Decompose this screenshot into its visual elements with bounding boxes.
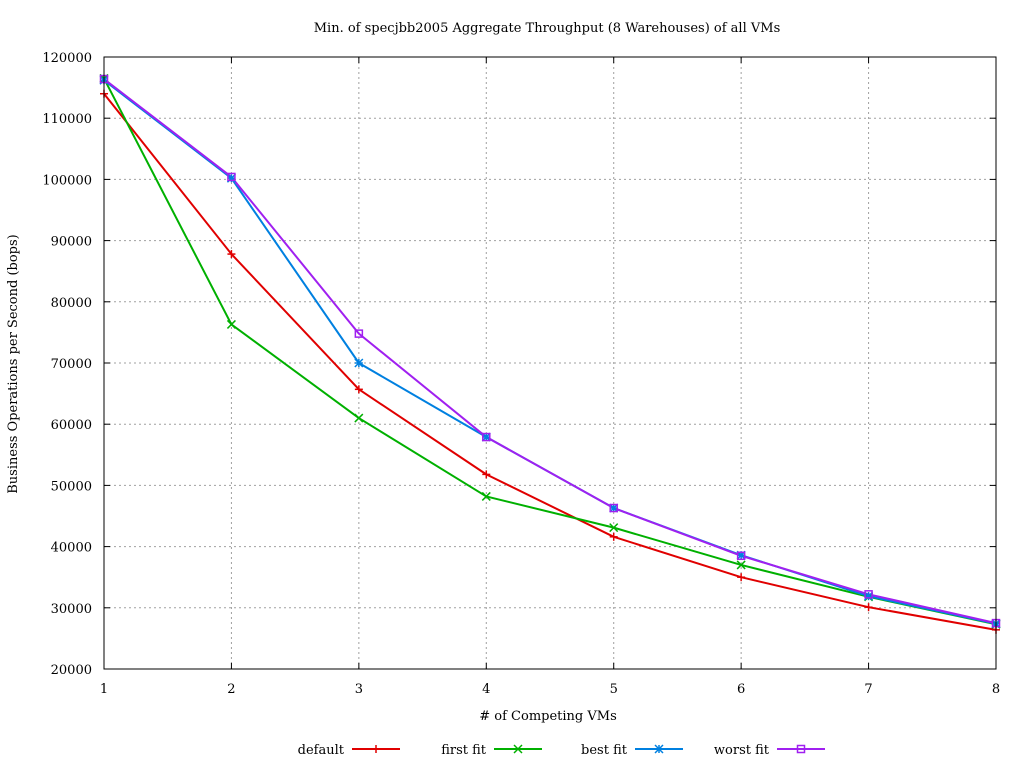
- legend-marker-first-fit: [513, 744, 523, 754]
- data-point-default: [737, 573, 746, 582]
- x-tick-label: 1: [100, 682, 108, 697]
- data-point-default: [227, 250, 236, 259]
- data-point-default: [354, 385, 363, 394]
- x-tick-label: 8: [992, 682, 1000, 697]
- x-tick-label: 6: [737, 682, 745, 697]
- y-tick-label: 70000: [51, 357, 92, 372]
- y-axis-label: Business Operations per Second (bops): [6, 234, 21, 494]
- data-point-first-fit: [736, 560, 746, 570]
- data-point-default: [482, 470, 491, 479]
- legend-marker-best-fit: [654, 744, 664, 754]
- y-tick-label: 100000: [42, 173, 92, 188]
- data-point-best-fit: [354, 358, 364, 368]
- legend: default first fit best fit worst fit: [298, 743, 825, 758]
- legend-label-default: default: [298, 743, 345, 758]
- series-line-default: [103, 93, 997, 631]
- legend-marker-worst-fit: [796, 744, 806, 754]
- data-point-best-fit: [481, 432, 491, 442]
- x-tick-label: 2: [227, 682, 235, 697]
- axis-ticks: [103, 56, 997, 670]
- chart-title: Min. of specjbb2005 Aggregate Throughput…: [314, 21, 781, 36]
- series-line-first-fit: [103, 77, 997, 626]
- y-tick-label: 120000: [42, 51, 92, 66]
- data-point-first-fit: [354, 413, 364, 423]
- x-axis-label: # of Competing VMs: [479, 709, 617, 724]
- y-tick-label: 50000: [51, 479, 92, 494]
- legend-marker-default: [372, 745, 380, 753]
- data-point-worst-fit: [609, 503, 618, 513]
- x-tick-label: 4: [482, 682, 490, 697]
- series-lines: [103, 77, 997, 631]
- data-point-first-fit: [609, 523, 619, 533]
- legend-label-first-fit: first fit: [441, 743, 487, 758]
- y-tick-label: 90000: [51, 235, 92, 250]
- grid: [104, 57, 996, 669]
- series-line-best-fit: [103, 79, 997, 625]
- series-markers: [99, 73, 1001, 634]
- data-point-best-fit: [864, 591, 874, 601]
- data-point-first-fit: [226, 319, 236, 329]
- data-point-best-fit: [609, 503, 619, 513]
- legend-label-worst-fit: worst fit: [714, 743, 770, 758]
- y-tick-label: 60000: [51, 418, 92, 433]
- y-tick-label: 20000: [51, 663, 92, 678]
- data-point-default: [609, 532, 618, 541]
- y-tick-label: 40000: [51, 541, 92, 556]
- data-point-worst-fit: [227, 172, 236, 182]
- data-point-worst-fit: [864, 590, 873, 599]
- y-tick-label: 80000: [51, 296, 92, 311]
- x-tick-label: 7: [864, 682, 872, 697]
- data-point-worst-fit: [354, 329, 364, 338]
- tick-labels: 1 2 3 4 5 6 7 8 20000 30000 40000 50000 60000 70000 80…: [42, 51, 1000, 697]
- data-point-first-fit: [481, 491, 491, 501]
- data-point-worst-fit: [482, 432, 491, 442]
- data-point-worst-fit: [736, 551, 746, 561]
- x-tick-label: 5: [610, 682, 618, 697]
- series-line-worst-fit: [103, 78, 997, 625]
- data-point-default: [864, 603, 873, 612]
- y-tick-label: 110000: [42, 112, 92, 127]
- x-tick-label: 3: [355, 682, 363, 697]
- y-tick-label: 30000: [51, 602, 92, 617]
- legend-label-best-fit: best fit: [581, 743, 628, 758]
